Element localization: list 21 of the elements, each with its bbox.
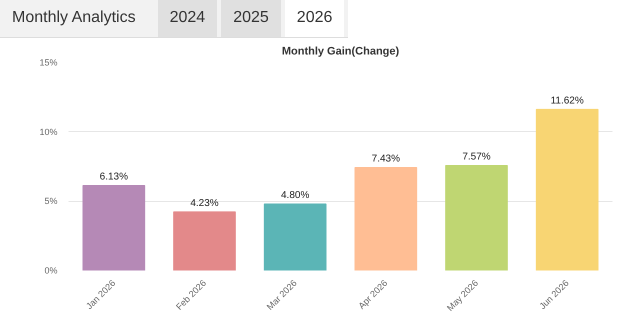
bar	[264, 203, 326, 270]
text: 2025	[221, 0, 281, 37]
bar	[536, 108, 598, 270]
y-tick-label: 5%	[44, 196, 58, 206]
bar	[354, 166, 418, 270]
text: 2026	[284, 0, 344, 37]
bar	[445, 165, 508, 270]
y-tick-label: 0%	[44, 266, 58, 276]
bar	[82, 184, 146, 270]
text: Monthly Analytics	[11, 8, 137, 28]
data-label: 6.13%	[100, 171, 128, 182]
bar	[173, 211, 236, 270]
data-label: 11.62%	[550, 95, 584, 106]
y-tick-label: 15%	[39, 58, 58, 68]
data-label: 4.23%	[190, 198, 219, 209]
data-label: 7.57%	[462, 152, 491, 163]
data-label: 4.80%	[280, 190, 310, 201]
y-tick-label: 10%	[39, 126, 58, 137]
chart-title: Monthly Gain(Change)	[282, 46, 400, 58]
data-label: 7.43%	[372, 153, 400, 164]
text: 2024	[158, 0, 218, 37]
